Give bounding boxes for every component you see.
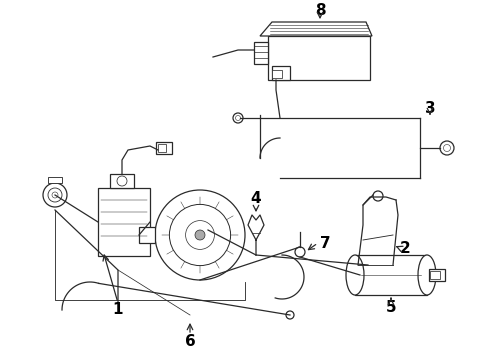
Bar xyxy=(272,70,282,78)
Circle shape xyxy=(117,176,127,186)
Polygon shape xyxy=(260,22,372,36)
Bar xyxy=(254,42,268,64)
Text: 6: 6 xyxy=(185,334,196,350)
Bar xyxy=(158,144,166,152)
Circle shape xyxy=(373,191,383,201)
Circle shape xyxy=(443,144,450,152)
Circle shape xyxy=(170,204,231,266)
Bar xyxy=(98,188,150,256)
Bar xyxy=(48,177,62,183)
Ellipse shape xyxy=(418,255,436,295)
Bar xyxy=(268,36,370,80)
Circle shape xyxy=(52,192,58,198)
Text: 3: 3 xyxy=(425,100,435,116)
Bar xyxy=(272,66,290,80)
Text: 7: 7 xyxy=(319,235,330,251)
Circle shape xyxy=(233,113,243,123)
Text: 1: 1 xyxy=(113,302,123,318)
Circle shape xyxy=(48,188,62,202)
Bar xyxy=(110,174,134,188)
Bar xyxy=(156,142,172,154)
Circle shape xyxy=(236,116,241,121)
Text: 8: 8 xyxy=(315,3,325,18)
Circle shape xyxy=(155,190,245,280)
Circle shape xyxy=(43,183,67,207)
Circle shape xyxy=(186,221,215,249)
Circle shape xyxy=(295,247,305,257)
Bar xyxy=(429,269,445,281)
Circle shape xyxy=(286,311,294,319)
Text: 5: 5 xyxy=(386,301,396,315)
Bar xyxy=(430,271,440,279)
Circle shape xyxy=(440,141,454,155)
Text: 4: 4 xyxy=(251,190,261,206)
Bar xyxy=(355,255,427,295)
Circle shape xyxy=(195,230,205,240)
Bar xyxy=(139,227,155,243)
Text: 2: 2 xyxy=(400,240,410,256)
Ellipse shape xyxy=(346,255,364,295)
